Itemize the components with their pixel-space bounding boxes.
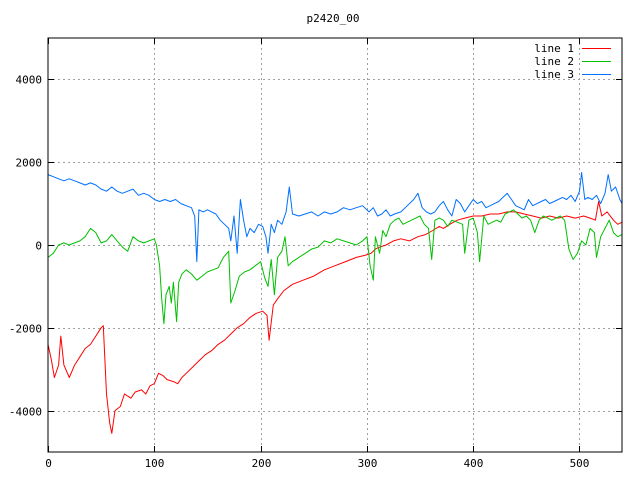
x-tick-label: 500: [570, 457, 590, 470]
chart-title: p2420_00: [307, 12, 360, 25]
x-tick-label: 0: [45, 457, 52, 470]
legend-label-1: line 1: [534, 42, 574, 55]
series-line-1: [47, 201, 623, 434]
series-group: [47, 172, 623, 434]
y-tick-label: -4000: [9, 406, 42, 419]
y-tick-label: -2000: [9, 323, 42, 336]
legend-label-2: line 2: [534, 55, 574, 68]
y-tick-label: 2000: [16, 157, 43, 170]
x-tick-label: 100: [145, 457, 165, 470]
x-tick-label: 300: [358, 457, 378, 470]
legend-label-3: line 3: [534, 68, 574, 81]
y-tick-label: 4000: [16, 74, 43, 87]
y-tick-label: 0: [35, 240, 42, 253]
axis-ticks: 0 100 200 300 400 500 -4000 -2000 0 2000 4000: [9, 38, 622, 470]
x-tick-label: 400: [464, 457, 484, 470]
series-line-2: [47, 209, 623, 325]
series-line-3: [47, 172, 623, 263]
x-tick-label: 200: [252, 457, 272, 470]
